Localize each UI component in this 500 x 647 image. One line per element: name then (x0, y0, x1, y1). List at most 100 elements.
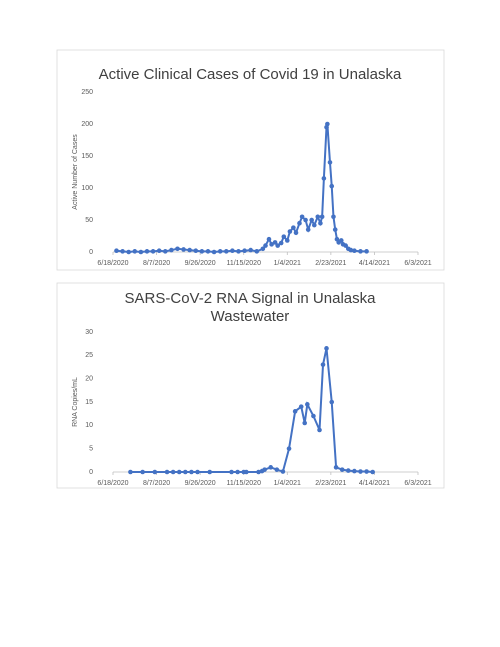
x-tick-label: 1/4/2021 (274, 260, 301, 267)
data-point (266, 236, 272, 242)
data-point (325, 121, 330, 127)
data-point (297, 220, 302, 226)
data-point (181, 247, 186, 252)
x-tick-label: 4/14/2021 (359, 260, 390, 267)
data-point (189, 469, 194, 475)
data-point (319, 214, 325, 220)
chart: 0 5 10 15 20 25 30 6/18/2020 8/7/2020 9/26/2020 11… (56, 282, 445, 489)
data-point (315, 214, 321, 220)
y-axis-label: RNA Copies/mL (72, 377, 79, 427)
data-point (114, 248, 119, 254)
y-tick-label: 10 (85, 422, 93, 429)
x-tick-label: 11/15/2020 (226, 260, 261, 267)
data-point (287, 229, 293, 234)
data-point (274, 467, 280, 472)
data-point (152, 469, 158, 475)
x-tick-label: 6/3/2021 (404, 260, 431, 267)
data-point (348, 247, 354, 253)
data-point (256, 469, 261, 475)
data-point (269, 242, 274, 247)
data-point (280, 469, 286, 474)
data-point (281, 234, 287, 239)
chart-title: SARS-CoV-2 RNA Signal in Unalaska Wastew… (124, 290, 376, 325)
data-point (298, 404, 304, 409)
data-point (193, 248, 199, 254)
x-tick-label: 8/7/2020 (143, 260, 170, 267)
data-point (242, 248, 247, 254)
y-tick-label: 100 (81, 185, 93, 192)
data-point (321, 176, 327, 181)
y-axis-label: Active Number of Cases (72, 134, 79, 210)
data-point (260, 246, 266, 252)
y-tick-label: 20 (85, 376, 93, 383)
data-point (332, 227, 338, 232)
data-point (320, 362, 326, 367)
data-point (169, 247, 174, 253)
data-point (183, 469, 188, 475)
y-tick-label: 0 (89, 249, 93, 256)
x-tick-label: 6/3/2021 (404, 480, 431, 487)
data-point (333, 465, 339, 470)
data-point (235, 469, 240, 475)
data-point (352, 248, 357, 254)
x-tick-label: 11/15/2020 (226, 480, 261, 487)
data-point (170, 469, 176, 475)
y-tick-label: 30 (85, 329, 93, 336)
x-tick-label: 6/18/2020 (97, 260, 128, 267)
data-point (278, 240, 284, 246)
data-point (370, 469, 375, 475)
data-point (140, 469, 145, 475)
data-point (176, 469, 182, 475)
data-point (175, 246, 180, 252)
data-point (199, 249, 205, 254)
data-point (286, 446, 292, 451)
data-point (217, 249, 223, 254)
data-point (339, 467, 345, 472)
data-point (329, 399, 335, 405)
y-tick-label: 150 (81, 153, 93, 160)
data-point (293, 230, 299, 236)
data-point (309, 217, 314, 223)
data-point (120, 249, 125, 254)
x-tick-label: 9/26/2020 (185, 260, 216, 267)
y-tick-label: 0 (89, 469, 93, 476)
data-point (126, 249, 131, 255)
data-point (303, 217, 308, 223)
data-point (207, 469, 213, 475)
data-point (318, 220, 323, 226)
data-point (339, 238, 344, 243)
x-tick-label: 8/7/2020 (143, 480, 170, 487)
data-point (244, 469, 249, 475)
data-point (156, 248, 162, 254)
data-point (229, 469, 234, 475)
data-point (364, 469, 369, 474)
y-tick-label: 15 (85, 399, 93, 406)
y-tick-label: 5 (89, 446, 93, 453)
data-point (291, 225, 296, 230)
data-point (358, 249, 363, 254)
data-point (352, 468, 357, 474)
data-point (302, 420, 308, 426)
data-point (223, 249, 229, 254)
data-point (275, 243, 281, 248)
data-point (345, 468, 351, 473)
data-point (132, 249, 138, 254)
data-point (164, 469, 170, 475)
data-point (312, 222, 317, 228)
data-point (187, 247, 192, 253)
data-point (324, 346, 329, 351)
data-point (262, 467, 267, 472)
y-tick-label: 25 (85, 352, 93, 359)
x-tick-label: 4/14/2021 (359, 480, 390, 487)
y-tick-label: 50 (85, 217, 93, 224)
data-point (230, 248, 235, 254)
y-tick-label: 200 (81, 121, 93, 128)
data-point (248, 247, 253, 253)
data-point (150, 249, 156, 254)
data-point (254, 249, 260, 254)
data-point (128, 469, 133, 475)
data-point (311, 413, 316, 419)
data-point (329, 183, 335, 189)
